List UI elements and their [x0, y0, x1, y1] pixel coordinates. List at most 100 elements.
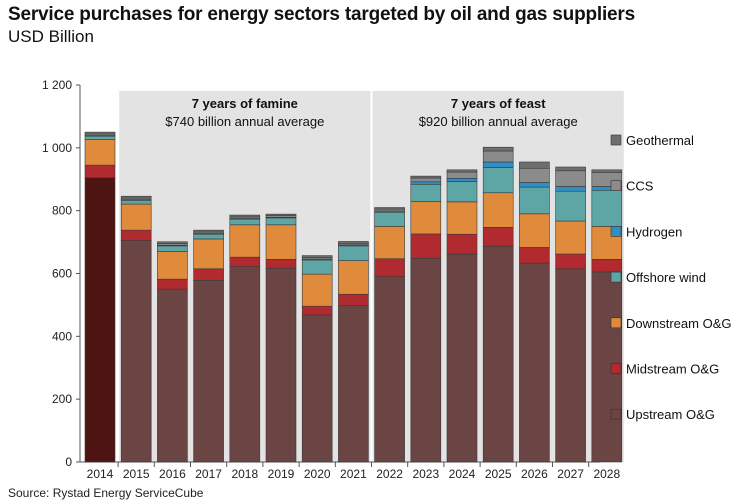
- bar-segment-downstream-o-g-2025: [482, 192, 514, 228]
- bar-segment-geothermal-2027: [555, 166, 586, 172]
- bar-segment-geothermal-2015: [120, 195, 152, 199]
- bar-segment-upstream-o-g-2024: [446, 253, 478, 463]
- x-tick-label-2014: 2014: [87, 467, 114, 481]
- bar-segment-downstream-o-g-2020: [301, 273, 333, 307]
- bar-segment-midstream-o-g-2021: [338, 293, 369, 306]
- x-tick-label-2017: 2017: [195, 467, 222, 481]
- bar-segment-upstream-o-g-2026: [519, 262, 550, 463]
- bar-segment-midstream-o-g-2026: [519, 247, 550, 264]
- bar-segment-downstream-o-g-2026: [519, 213, 550, 248]
- bar-segment-geothermal-2020: [301, 255, 333, 258]
- chart-title: Service purchases for energy sectors tar…: [8, 4, 635, 25]
- y-tick-label: 1 000: [42, 141, 72, 155]
- bar-segment-geothermal-2024: [446, 169, 478, 173]
- bar-segment-ccs-2025: [482, 150, 514, 163]
- bar-segment-upstream-o-g-2015: [120, 240, 152, 463]
- legend-swatch-upstream-o-g: [610, 408, 622, 420]
- bar-segment-midstream-o-g-2015: [120, 229, 152, 241]
- bar-segment-upstream-o-g-2021: [338, 305, 369, 463]
- bar-segment-offshore-wind-2026: [519, 186, 550, 215]
- annotation-subtitle-1: $920 billion annual average: [419, 114, 578, 129]
- bar-segment-midstream-o-g-2022: [374, 258, 405, 277]
- bar-segment-geothermal-2025: [482, 146, 514, 152]
- x-tick-label-2023: 2023: [412, 467, 439, 481]
- bar-segment-offshore-wind-2023: [410, 183, 442, 202]
- bar-segment-downstream-o-g-2014: [84, 139, 116, 166]
- bar-segment-upstream-o-g-2023: [410, 258, 442, 463]
- bar-segment-offshore-wind-2021: [338, 245, 369, 261]
- bar-segment-offshore-wind-2016: [157, 245, 188, 252]
- bar-segment-midstream-o-g-2024: [446, 233, 478, 255]
- bar-segment-midstream-o-g-2028: [591, 259, 623, 273]
- bar-segment-geothermal-2017: [193, 229, 224, 233]
- bar-segment-offshore-wind-2014: [84, 135, 116, 140]
- y-tick-label: 200: [52, 392, 72, 406]
- legend-swatch-ccs: [610, 180, 622, 191]
- legend-label-midstream-o-g: Midstream O&G: [626, 362, 719, 377]
- bar-segment-downstream-o-g-2017: [193, 238, 224, 270]
- bar-segment-downstream-o-g-2015: [120, 203, 152, 231]
- bar-segment-downstream-o-g-2022: [374, 226, 405, 260]
- legend-label-offshore-wind: Offshore wind: [626, 270, 706, 285]
- y-tick-label: 800: [52, 204, 72, 218]
- bar-segment-midstream-o-g-2016: [157, 278, 188, 290]
- bar-segment-midstream-o-g-2017: [193, 268, 224, 281]
- bar-segment-offshore-wind-2017: [193, 233, 224, 240]
- bar-segment-hydrogen-2024: [446, 178, 478, 182]
- bar-segment-offshore-wind-2015: [120, 199, 152, 205]
- bar-segment-midstream-o-g-2020: [301, 305, 333, 316]
- annotation-title-1: 7 years of feast: [451, 96, 546, 111]
- bar-segment-ccs-2023: [410, 177, 442, 183]
- legend-label-geothermal: Geothermal: [626, 133, 694, 148]
- legend-label-downstream-o-g: Downstream O&G: [626, 316, 731, 331]
- source-note: Source: Rystad Energy ServiceCube: [8, 486, 204, 500]
- bar-segment-midstream-o-g-2025: [482, 227, 514, 247]
- bar-segment-offshore-wind-2027: [555, 190, 586, 222]
- legend-label-ccs: CCS: [626, 179, 654, 194]
- bar-segment-offshore-wind-2028: [591, 189, 623, 227]
- bar-segment-downstream-o-g-2027: [555, 220, 586, 255]
- bar-segment-ccs-2024: [446, 171, 478, 179]
- bar-segment-offshore-wind-2025: [482, 167, 514, 194]
- bar-segment-midstream-o-g-2014: [84, 164, 116, 178]
- legend-swatch-offshore-wind: [610, 271, 622, 283]
- bar-segment-hydrogen-2026: [519, 182, 550, 188]
- bar-segment-midstream-o-g-2023: [410, 233, 442, 259]
- bar-segment-ccs-2026: [519, 167, 550, 183]
- bar-segment-geothermal-2018: [229, 214, 261, 218]
- bar-segment-downstream-o-g-2016: [157, 251, 188, 280]
- legend-swatch-downstream-o-g: [610, 317, 622, 329]
- x-tick-label-2025: 2025: [485, 467, 512, 481]
- bar-segment-ccs-2027: [555, 170, 586, 187]
- legend-swatch-geothermal: [610, 134, 622, 146]
- bar-segment-upstream-o-g-2022: [374, 276, 405, 463]
- bar-segment-downstream-o-g-2021: [338, 260, 369, 295]
- x-tick-label-2024: 2024: [449, 467, 476, 481]
- x-tick-label-2018: 2018: [231, 467, 258, 481]
- x-tick-label-2028: 2028: [593, 467, 620, 481]
- bar-segment-downstream-o-g-2023: [410, 201, 442, 235]
- x-tick-label-2027: 2027: [557, 467, 584, 481]
- x-tick-label-2020: 2020: [304, 467, 331, 481]
- bar-segment-geothermal-2019: [265, 213, 297, 216]
- bar-segment-offshore-wind-2022: [374, 211, 405, 227]
- bar-segment-upstream-o-g-2014: [84, 177, 116, 463]
- bar-segment-downstream-o-g-2024: [446, 201, 478, 235]
- y-tick-label: 400: [52, 329, 72, 343]
- chart-subtitle: USD Billion: [8, 27, 94, 46]
- y-tick-label: 600: [52, 267, 72, 281]
- legend-swatch-hydrogen: [610, 226, 622, 237]
- bar-segment-upstream-o-g-2016: [157, 288, 188, 463]
- x-tick-label-2021: 2021: [340, 467, 367, 481]
- bar-segment-downstream-o-g-2018: [229, 224, 261, 258]
- x-tick-label-2016: 2016: [159, 467, 186, 481]
- bar-segment-offshore-wind-2018: [229, 218, 261, 226]
- legend-label-hydrogen: Hydrogen: [626, 224, 682, 239]
- y-tick-label: 1 200: [42, 78, 72, 92]
- annotation-subtitle-0: $740 billion annual average: [165, 114, 324, 129]
- bar-segment-geothermal-2016: [157, 241, 188, 244]
- bar-segment-hydrogen-2023: [410, 181, 442, 185]
- legend-swatch-midstream-o-g: [610, 363, 622, 374]
- bar-segment-offshore-wind-2019: [265, 217, 297, 226]
- bar-segment-offshore-wind-2020: [301, 259, 333, 275]
